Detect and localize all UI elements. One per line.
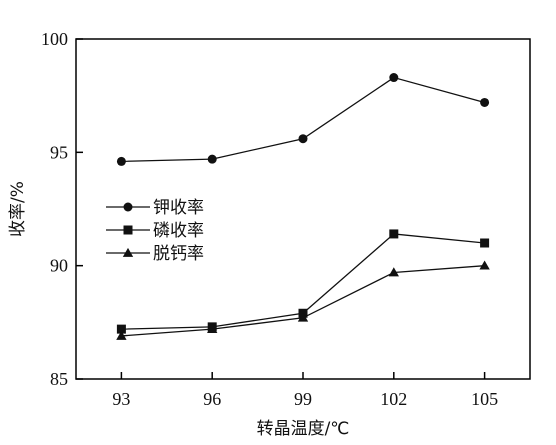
data-point	[116, 330, 127, 340]
data-point	[389, 73, 399, 83]
data-point	[479, 260, 490, 270]
data-point	[480, 238, 490, 248]
x-tick-label: 96	[203, 389, 221, 409]
y-axis-title: 收率/%	[8, 181, 28, 237]
series-layer	[116, 73, 490, 340]
x-tick-label: 99	[294, 389, 312, 409]
x-tick-label: 105	[471, 389, 498, 409]
legend-label: 磷收率	[153, 221, 204, 241]
x-tick-label: 102	[380, 389, 407, 409]
x-axis: 93 96 99 102 105	[112, 372, 498, 409]
y-axis: 85 90 95 100	[41, 29, 83, 389]
x-axis-title: 转晶温度/℃	[257, 419, 350, 439]
data-point	[207, 154, 217, 164]
y-tick-label: 85	[50, 369, 68, 389]
series-line	[121, 265, 485, 337]
legend-item: 脱钙率	[106, 244, 204, 264]
data-point	[298, 134, 308, 144]
legend-label: 脱钙率	[153, 244, 204, 264]
legend-marker	[122, 247, 134, 257]
legend-marker	[123, 202, 133, 212]
data-point	[389, 229, 399, 239]
data-point	[116, 324, 126, 334]
data-point	[388, 267, 399, 277]
y-tick-label: 90	[50, 256, 68, 276]
series-line	[121, 76, 485, 163]
data-point	[480, 97, 490, 107]
y-tick-label: 100	[41, 29, 68, 49]
legend-item: 钾收率	[106, 198, 204, 218]
series-3	[116, 260, 490, 340]
legend-marker	[123, 225, 133, 235]
legend-label: 钾收率	[153, 198, 204, 218]
series-1	[116, 73, 490, 166]
legend-item: 磷收率	[106, 221, 204, 241]
y-tick-label: 95	[50, 142, 68, 162]
data-point	[207, 323, 218, 334]
data-point	[116, 156, 126, 166]
data-point	[297, 312, 309, 322]
x-tick-label: 93	[112, 389, 130, 409]
